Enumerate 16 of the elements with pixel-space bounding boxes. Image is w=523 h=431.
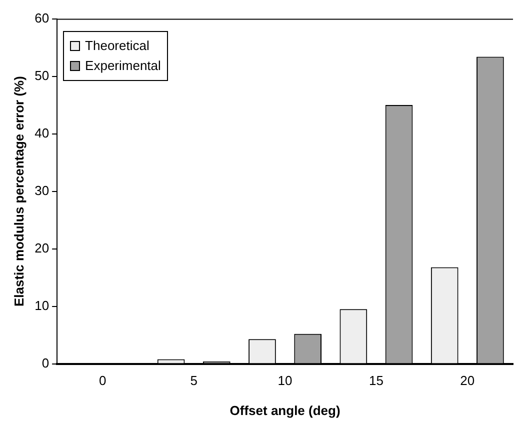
x-tick-label: 10	[278, 373, 292, 388]
x-tick-label: 20	[460, 373, 475, 388]
y-tick-label: 0	[42, 355, 50, 370]
x-tick-label: 15	[368, 373, 384, 388]
y-tick-label: 30	[34, 182, 50, 198]
y-axis-title: Elastic modulus percentage error (%)	[11, 76, 26, 307]
y-tick-label: 40	[34, 125, 50, 140]
x-tick-label: 0	[99, 373, 106, 388]
y-tick-label: 50	[34, 68, 50, 83]
y-tick-label: 20	[34, 240, 50, 256]
y-tick-label: 10	[34, 298, 50, 313]
x-tick-label: 5	[190, 373, 198, 388]
legend-label: Theoretical	[85, 36, 150, 55]
legend-label: Experimental	[85, 56, 161, 75]
x-axis-title: Offset angle (deg)	[230, 402, 340, 418]
y-tick-label: 60	[34, 10, 50, 26]
